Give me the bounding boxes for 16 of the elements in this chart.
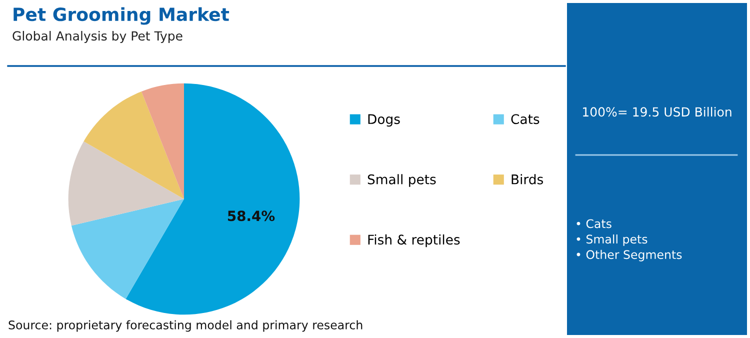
data-label: 58.4% [228,210,275,222]
pie-slice [68,141,184,226]
legend-label: Small pets [368,174,436,187]
legend-label: Cats [511,114,540,124]
pie-slice [126,83,300,315]
text: 100%= 19.5 USD Billion [583,106,732,117]
chart-subtitle: Global Analysis by Pet Type [12,30,182,44]
pie-slice [84,91,184,199]
chart-title: Pet Grooming Market [14,7,230,25]
legend-label: Dogs [368,114,400,127]
pie-slice [141,83,184,199]
legend-label: Birds [512,174,544,184]
text: • Cats • Small pets • Other Segments [576,219,682,262]
pie-slice [71,199,184,299]
source-note: Source: proprietary forecasting model and primary research [8,320,362,332]
legend-label: Fish & reptiles [368,234,460,248]
